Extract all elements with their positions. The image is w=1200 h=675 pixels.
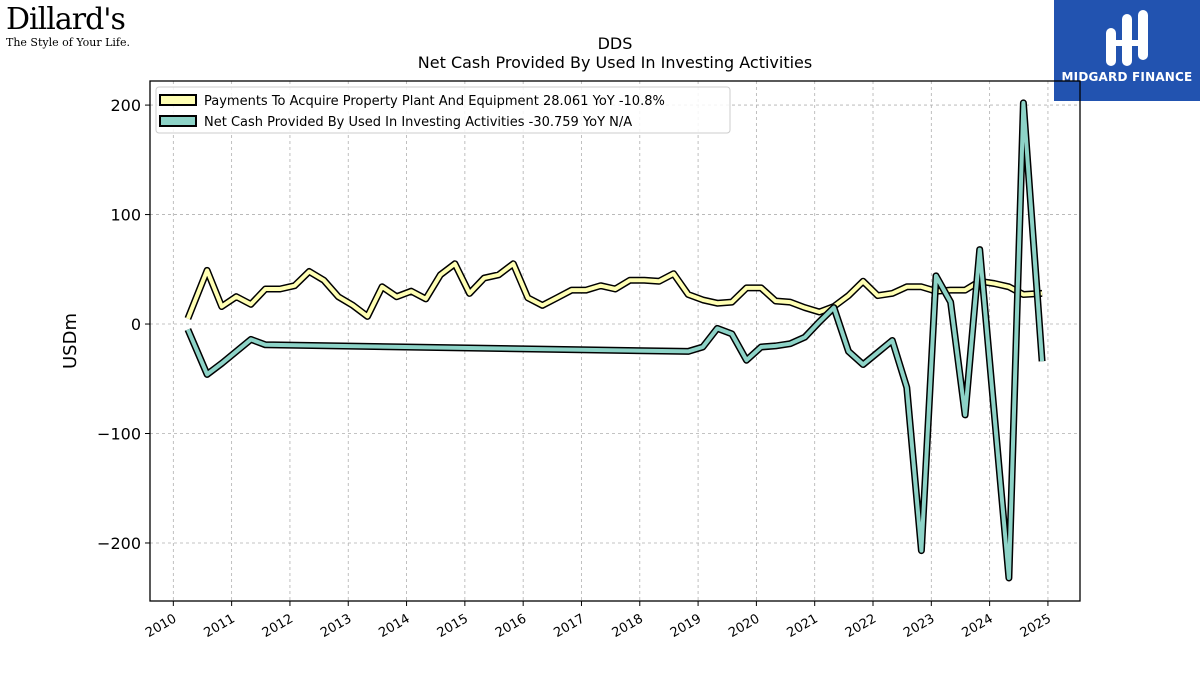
- series-line-investing: [186, 100, 1045, 580]
- chart-subtitle: Net Cash Provided By Used In Investing A…: [418, 53, 812, 72]
- x-tick-label: 2013: [318, 611, 354, 641]
- legend-swatch-capex: [159, 94, 197, 106]
- midgard-finance-logo: MIDGARD FINANCE: [1054, 0, 1200, 101]
- grid-layer: [150, 81, 1080, 601]
- legend-box: [155, 86, 731, 134]
- x-tick-label: 2010: [143, 611, 179, 641]
- x-tick-label: 2021: [785, 611, 821, 641]
- ticks-layer: 2010 2011 2012 2013 2014 2015 2016 2017 2018 2019…: [97, 96, 1054, 641]
- series-line-capex: [186, 261, 1043, 320]
- x-tick-label: 2012: [260, 611, 296, 641]
- brand-tagline: The Style of Your Life.: [6, 36, 130, 49]
- y-tick-label: 0: [131, 315, 141, 334]
- x-tick-label: 2024: [959, 611, 995, 641]
- x-tick-label: 2020: [726, 611, 762, 641]
- y-tick-label: 100: [110, 206, 141, 225]
- x-tick-label: 2018: [610, 611, 646, 641]
- series-layer: [184, 99, 1046, 582]
- y-axis-label: USDm: [60, 313, 81, 369]
- series-line-outline-capex: [184, 260, 1043, 320]
- partner-name: MIDGARD FINANCE: [1061, 70, 1193, 84]
- legend: Payments To Acquire Property Plant And E…: [155, 86, 731, 134]
- x-tick-label: 2014: [376, 611, 412, 641]
- x-tick-label: 2017: [551, 611, 587, 641]
- x-tick-label: 2023: [901, 611, 937, 641]
- dillards-logo: Dillard's The Style of Your Life.: [6, 4, 136, 56]
- brand-name: Dillard's: [6, 2, 126, 37]
- x-tick-label: 2011: [201, 611, 237, 641]
- chart-title: DDS: [598, 34, 633, 53]
- y-tick-label: 200: [110, 96, 141, 115]
- x-tick-label: 2019: [668, 611, 704, 641]
- series-line-outline-investing: [184, 99, 1046, 582]
- y-tick-label: −200: [97, 534, 141, 553]
- plot-frame: [149, 80, 1081, 602]
- x-tick-label: 2016: [493, 611, 529, 641]
- x-tick-label: 2025: [1018, 611, 1054, 641]
- x-tick-label: 2015: [435, 611, 471, 641]
- x-tick-label: 2022: [843, 611, 879, 641]
- legend-swatch-investing: [159, 115, 197, 127]
- midgard-logo-mark-icon: [1106, 10, 1148, 66]
- legend-label-capex: Payments To Acquire Property Plant And E…: [204, 94, 665, 109]
- y-tick-label: −100: [97, 425, 141, 444]
- legend-label-investing: Net Cash Provided By Used In Investing A…: [204, 115, 632, 130]
